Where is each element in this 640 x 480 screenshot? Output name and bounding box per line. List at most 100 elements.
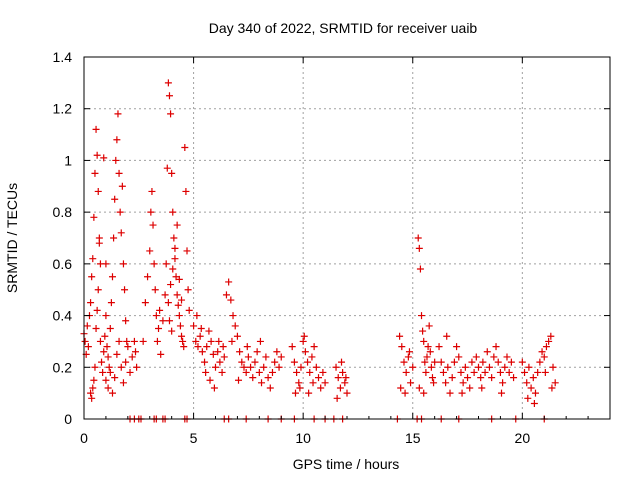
data-point (114, 110, 122, 118)
data-point (503, 353, 511, 361)
data-point (275, 363, 283, 371)
data-point (244, 353, 252, 361)
data-point (169, 208, 177, 216)
data-point (180, 343, 188, 351)
data-point (435, 343, 443, 351)
data-point (115, 337, 123, 345)
data-point (297, 363, 305, 371)
data-point (310, 343, 318, 351)
data-point (198, 348, 206, 356)
data-point (119, 379, 127, 387)
data-point (169, 265, 177, 273)
data-point (339, 368, 347, 376)
data-point (87, 389, 95, 397)
data-point (531, 389, 539, 397)
data-point (288, 343, 296, 351)
data-point (106, 325, 114, 332)
data-point (147, 208, 155, 216)
data-point (175, 275, 183, 283)
data-point (122, 317, 130, 325)
data-point (478, 384, 486, 392)
data-point (273, 348, 281, 356)
data-point (444, 363, 452, 371)
data-point (415, 244, 423, 252)
data-point (418, 312, 426, 320)
data-point (181, 144, 189, 151)
data-point (545, 337, 553, 345)
data-point (338, 358, 346, 366)
data-point (521, 368, 529, 376)
data-point (111, 374, 119, 382)
data-point (111, 195, 119, 203)
data-point (128, 353, 136, 361)
data-point (301, 348, 309, 356)
data-point (161, 291, 169, 299)
data-point (464, 374, 472, 382)
data-point (164, 79, 172, 87)
data-point (448, 374, 456, 382)
data-point (99, 368, 107, 376)
data-point (490, 353, 498, 361)
data-point (415, 384, 423, 392)
data-point (175, 312, 183, 320)
data-point (152, 312, 160, 320)
data-point (178, 296, 186, 304)
data-point (236, 348, 244, 356)
data-point (194, 343, 202, 351)
y-tick-label: 0.4 (53, 308, 73, 324)
data-point (534, 368, 542, 376)
data-point (100, 154, 108, 162)
data-point (536, 358, 544, 366)
data-point (549, 363, 557, 371)
data-point (113, 136, 121, 144)
data-point (93, 151, 101, 159)
data-point (91, 169, 99, 177)
data-point (222, 291, 230, 299)
data-point (209, 350, 217, 358)
data-point (155, 325, 163, 332)
data-point (499, 379, 507, 387)
data-point (159, 317, 167, 325)
data-point (431, 358, 439, 366)
y-tick-label: 0.2 (53, 359, 73, 375)
data-point (485, 363, 493, 371)
data-point (139, 337, 147, 345)
data-point (176, 322, 184, 330)
data-point (91, 363, 99, 371)
data-point (235, 376, 243, 384)
data-point (450, 358, 458, 366)
data-point (89, 384, 97, 392)
data-point (437, 358, 445, 366)
data-point (266, 384, 274, 392)
data-point (153, 337, 161, 345)
data-point (110, 234, 118, 242)
data-point (477, 374, 485, 382)
data-point (291, 389, 299, 397)
data-point (144, 273, 152, 281)
data-point (334, 374, 342, 382)
data-point (104, 353, 112, 361)
data-point (262, 353, 270, 361)
x-tick-label: 20 (515, 430, 531, 446)
data-point (296, 384, 304, 392)
data-point (207, 337, 215, 345)
data-point (400, 358, 408, 366)
data-point (336, 384, 344, 392)
data-point (190, 322, 198, 330)
data-point (343, 389, 351, 397)
data-point (162, 260, 170, 268)
data-point (225, 278, 233, 286)
data-point (105, 363, 113, 371)
data-point (101, 332, 109, 340)
data-point (157, 350, 165, 358)
data-point (306, 368, 314, 376)
data-point (170, 234, 178, 242)
data-point (421, 358, 429, 366)
data-point (249, 374, 257, 382)
data-point (524, 394, 532, 402)
data-point (167, 110, 175, 118)
data-point (87, 299, 95, 307)
data-point (116, 208, 124, 216)
data-point (461, 363, 469, 371)
data-point (427, 363, 435, 371)
